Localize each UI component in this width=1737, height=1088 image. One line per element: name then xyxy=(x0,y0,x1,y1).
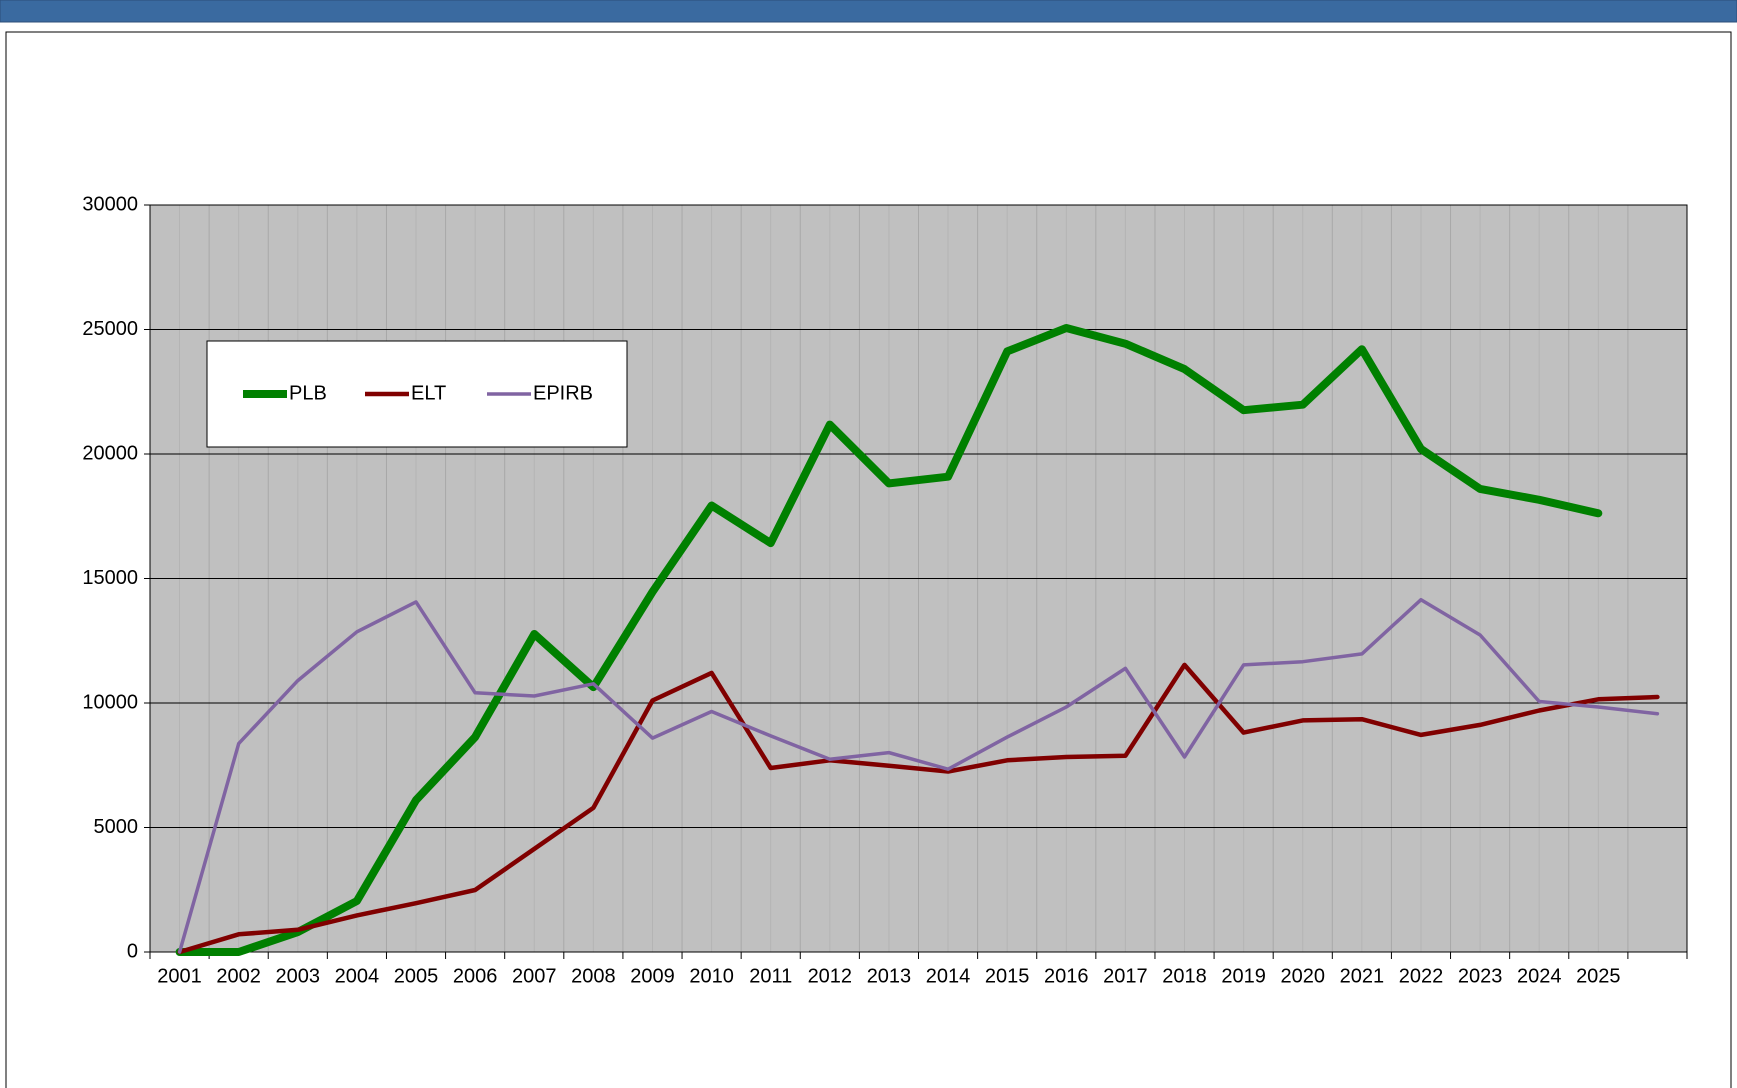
x-tick-label: 2005 xyxy=(394,965,439,987)
x-tick-label: 2004 xyxy=(335,965,380,987)
y-tick-label: 10000 xyxy=(82,691,138,713)
y-tick-label: 30000 xyxy=(82,193,138,215)
y-tick-label: 20000 xyxy=(82,442,138,464)
y-tick-label: 15000 xyxy=(82,567,138,589)
header-bar xyxy=(0,0,1737,23)
x-tick-label: 2009 xyxy=(630,965,675,987)
x-tick-label: 2012 xyxy=(808,965,853,987)
x-tick-label: 2008 xyxy=(571,965,616,987)
x-tick-label: 2018 xyxy=(1162,965,1207,987)
y-tick-label: 25000 xyxy=(82,318,138,340)
x-tick-label: 2014 xyxy=(926,965,971,987)
y-tick-label: 0 xyxy=(127,940,138,962)
x-tick-label: 2019 xyxy=(1221,965,1266,987)
x-tick-label: 2016 xyxy=(1044,965,1089,987)
series-line xyxy=(177,597,1660,954)
series-line xyxy=(177,662,1660,955)
x-tick-label: 2011 xyxy=(749,965,792,987)
y-tick-label: 5000 xyxy=(94,816,139,838)
x-tick-label: 2007 xyxy=(512,965,557,987)
legend-label: ELT xyxy=(411,382,446,404)
x-tick-label: 2013 xyxy=(867,965,912,987)
x-tick-label: 2006 xyxy=(453,965,498,987)
x-tick-label: 2023 xyxy=(1458,965,1503,987)
chart: 0 5000 10000 15000 20000 25000 30000 2001 2002 20… xyxy=(82,193,1688,987)
legend-label: PLB xyxy=(289,382,327,404)
x-tick-label: 2017 xyxy=(1103,965,1148,987)
x-tick-label: 2020 xyxy=(1281,965,1326,987)
x-tick-label: 2022 xyxy=(1399,965,1444,987)
x-tick-label: 2002 xyxy=(216,965,261,987)
x-tick-label: 2010 xyxy=(689,965,734,987)
x-tick-label: 2024 xyxy=(1517,965,1562,987)
x-tick-label: 2015 xyxy=(985,965,1030,987)
series-line xyxy=(175,324,1603,956)
x-tick-label: 2021 xyxy=(1340,965,1385,987)
x-tick-label: 2001 xyxy=(157,965,202,987)
x-tick-label: 2025 xyxy=(1576,965,1621,987)
x-tick-label: 2003 xyxy=(276,965,321,987)
legend-label: EPIRB xyxy=(533,382,593,404)
